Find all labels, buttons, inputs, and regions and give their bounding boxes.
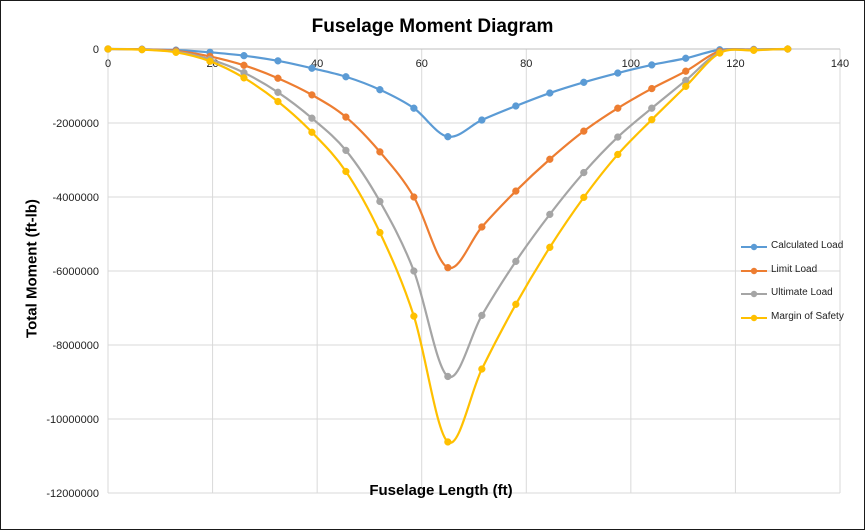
data-point-margin-of-safety [580,193,588,202]
legend-item: Ultimate Load [741,284,859,308]
y-tick-label: 0 [93,44,99,56]
data-point-margin-of-safety [342,167,350,176]
data-point-limit-load [546,155,554,163]
y-tick-label: -8000000 [53,340,100,352]
data-point-limit-load [274,74,282,82]
data-point-ultimate-load [376,197,384,206]
data-point-limit-load [478,223,486,231]
data-point-limit-load [648,84,656,93]
data-point-ultimate-load [546,210,554,219]
data-point-calculated-load [240,52,248,60]
data-point-margin-of-safety [274,97,282,106]
data-point-ultimate-load [512,257,520,266]
data-point-margin-of-safety [138,46,146,54]
data-point-calculated-load [478,116,486,124]
data-point-margin-of-safety [104,45,112,53]
series-line-ultimate-load [107,47,788,379]
data-point-limit-load [376,148,384,156]
y-tick-label: -6000000 [53,266,100,278]
x-tick-label: 120 [726,58,744,70]
data-point-ultimate-load [274,88,282,96]
legend-item: Margin of Safety [741,308,859,332]
data-point-margin-of-safety [240,74,248,82]
x-tick-label: 80 [520,58,532,70]
data-point-limit-load [308,91,316,99]
legend-swatch [741,290,767,298]
legend-swatch-marker [750,267,758,274]
y-tick-label: -12000000 [46,488,99,500]
data-point-ultimate-load [308,114,316,122]
data-point-margin-of-safety [512,300,520,308]
legend-label: Margin of Safety [771,310,844,322]
data-point-ultimate-load [580,168,588,177]
legend-swatch [741,314,767,321]
data-point-limit-load [240,61,248,69]
data-point-calculated-load [580,78,588,86]
y-tick-label: -10000000 [46,414,99,426]
data-point-margin-of-safety [784,45,792,53]
y-tick-label: -2000000 [53,118,100,130]
x-tick-label: 0 [105,58,111,70]
data-point-ultimate-load [410,267,418,275]
chart-title: Fuselage Moment Diagram [311,16,554,37]
data-point-calculated-load [614,69,622,77]
data-point-calculated-load [444,133,452,141]
series-line-margin-of-safety [107,47,788,444]
data-point-ultimate-load [478,311,486,320]
x-tick-label: 100 [622,58,640,70]
data-point-margin-of-safety [750,46,758,54]
data-point-limit-load [512,187,520,195]
data-point-limit-load [342,113,350,121]
legend-swatch-marker [750,314,758,321]
x-tick-label: 140 [831,58,849,70]
data-point-limit-load [614,104,622,112]
data-point-margin-of-safety [648,116,656,124]
data-point-calculated-load [342,73,350,81]
data-point-calculated-load [376,86,384,94]
legend-swatch-marker [750,290,758,298]
data-point-margin-of-safety [410,312,418,320]
legend-item: Limit Load [741,261,859,285]
x-tick-label: 60 [416,58,428,70]
data-point-ultimate-load [614,133,622,141]
data-point-margin-of-safety [308,128,316,136]
data-point-margin-of-safety [172,48,180,56]
x-axis-title: Fuselage Length (ft) [369,482,513,499]
data-point-margin-of-safety [682,82,690,91]
data-point-margin-of-safety [546,243,554,251]
legend-item: Calculated Load [741,237,859,261]
data-point-ultimate-load [648,104,656,112]
data-point-margin-of-safety [376,228,384,237]
data-point-margin-of-safety [614,150,622,159]
y-tick-label: -4000000 [53,192,100,204]
data-point-limit-load [580,127,588,135]
data-point-margin-of-safety [444,438,452,446]
data-point-calculated-load [682,54,690,62]
legend-label: Limit Load [771,263,818,275]
data-point-limit-load [682,67,690,75]
y-axis-title: Total Moment (ft-lb) [23,199,41,338]
data-point-margin-of-safety [716,49,724,57]
data-point-ultimate-load [342,146,350,155]
data-point-limit-load [410,193,418,201]
data-point-calculated-load [648,61,656,69]
legend: Calculated Load Limit Load Ultimate Load Ma… [741,237,859,331]
data-point-calculated-load [308,64,316,72]
legend-swatch-marker [750,243,758,251]
data-point-calculated-load [410,104,418,112]
data-point-calculated-load [274,57,282,65]
legend-swatch [741,243,767,251]
legend-label: Ultimate Load [771,287,833,298]
data-point-margin-of-safety [206,57,214,65]
data-point-limit-load [444,264,452,272]
data-point-calculated-load [546,89,554,97]
data-point-ultimate-load [444,372,452,381]
legend-label: Calculated Load [771,240,844,251]
data-point-calculated-load [512,102,520,110]
legend-swatch [741,267,767,274]
data-point-margin-of-safety [478,365,486,373]
